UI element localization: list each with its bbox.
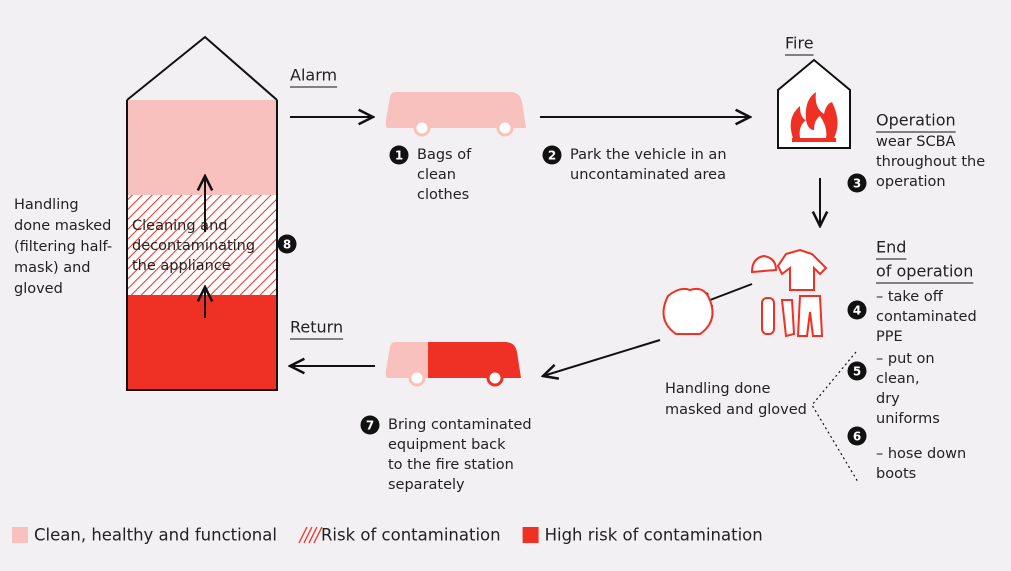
step-text: – take off — [876, 289, 944, 305]
label: Alarm — [290, 66, 337, 85]
step-text: contaminated — [876, 309, 977, 325]
step-number: 4 — [853, 304, 861, 318]
step-number: 5 — [853, 365, 861, 379]
label: Return — [290, 318, 343, 337]
note: masked and gloved — [665, 402, 807, 418]
step-text: the appliance — [132, 258, 231, 274]
legend-swatch — [12, 527, 28, 543]
step-text: wear SCBA — [876, 134, 956, 150]
step-text: boots — [876, 466, 916, 482]
step-text: Cleaning and — [132, 218, 227, 234]
step-text: Bring contaminated — [388, 417, 532, 433]
step-text: clean — [417, 167, 456, 183]
clean-zone — [127, 100, 277, 195]
label: Operation — [876, 111, 956, 130]
high-risk-zone — [127, 295, 277, 390]
legend-label: Clean, healthy and functional — [34, 526, 277, 545]
step-text: dry — [876, 391, 900, 407]
label: Fire — [785, 34, 814, 53]
step-number: 1 — [395, 149, 403, 163]
step-text: operation — [876, 174, 946, 190]
step-text: Bags of — [417, 147, 472, 163]
label: End — [876, 238, 906, 257]
note: Handling done — [665, 381, 771, 397]
step-text: to the fire station — [388, 457, 514, 473]
step-number: 6 — [853, 430, 861, 444]
step-text: clean, — [876, 371, 920, 387]
step-number: 2 — [548, 149, 556, 163]
legend-swatch — [523, 527, 539, 543]
step-text: throughout the — [876, 154, 985, 170]
legend-label: High risk of contamination — [545, 526, 763, 545]
note: mask) and — [14, 260, 91, 276]
step-text: decontaminating — [132, 238, 255, 254]
step-text: uniforms — [876, 411, 940, 427]
step-text: PPE — [876, 329, 903, 345]
step-text: – put on — [876, 351, 935, 367]
step-text: clothes — [417, 187, 469, 203]
step-text: equipment back — [388, 437, 506, 453]
note: Handling — [14, 197, 79, 213]
step-text: Park the vehicle in an — [570, 147, 727, 163]
step-text: uncontaminated area — [570, 167, 726, 183]
note: done masked — [14, 218, 111, 234]
step-text: – hose down — [876, 446, 966, 462]
step-number: 3 — [853, 177, 861, 191]
step-number: 8 — [283, 238, 291, 252]
diagram: Alarm Fire Return Operation End of operation H… — [0, 0, 1011, 571]
note: gloved — [14, 281, 63, 297]
step-text: separately — [388, 477, 465, 493]
legend-label: Risk of contamination — [321, 526, 501, 545]
step-number: 7 — [366, 419, 374, 433]
label: of operation — [876, 262, 973, 281]
note: (filtering half- — [14, 239, 112, 255]
